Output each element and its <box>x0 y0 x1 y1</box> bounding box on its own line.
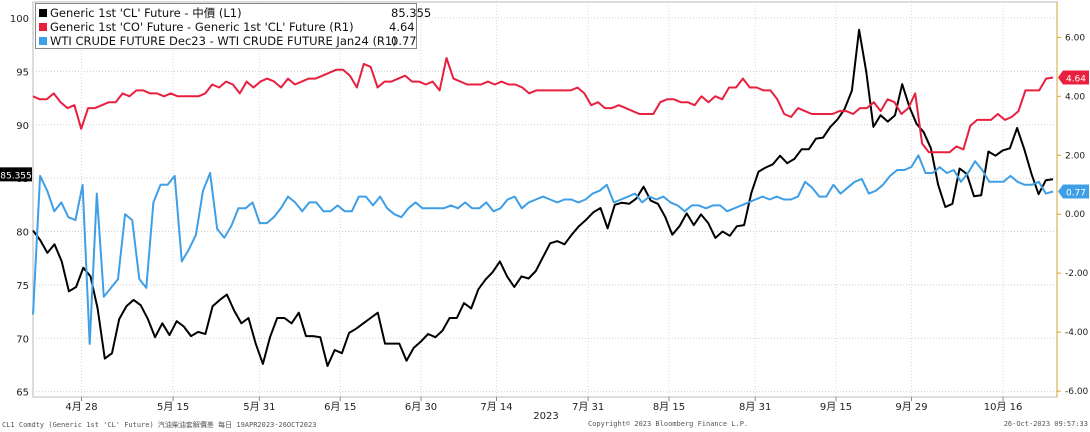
y-left-tick-label: 90 <box>16 121 29 132</box>
footer-source: CL1 Comdty (Generic 1st 'CL' Future) 汽油柴… <box>2 421 317 429</box>
x-tick-label: 10月 16 <box>984 401 1023 413</box>
y-right-tick-label: -2.00 <box>1065 269 1089 279</box>
x-tick-label: 9月 29 <box>895 401 927 413</box>
y-left-tick-label: 100 <box>10 14 29 25</box>
legend-label-blue: WTI CRUDE FUTURE Dec23 - WTI CRUDE FUTUR… <box>50 34 397 48</box>
y-right-tick-label: 0.00 <box>1065 210 1085 220</box>
x-tick-label: 5月 15 <box>157 401 189 413</box>
legend-item-red: Generic 1st 'CO' Future - Generic 1st 'C… <box>39 20 415 34</box>
y-right-tick-label: -4.00 <box>1065 328 1089 338</box>
legend-swatch-red <box>39 23 47 31</box>
last-value-label-blue: 0.77 <box>1066 189 1086 199</box>
last-value-label-black: 85.355 <box>0 171 32 181</box>
x-tick-label: 7月 31 <box>572 401 604 413</box>
legend: Generic 1st 'CL' Future - 中價 (L1) 85.355… <box>35 3 431 49</box>
x-tick-label: 9月 15 <box>820 401 852 413</box>
legend-value-black: 85.355 <box>391 6 432 20</box>
x-tick-label: 6月 15 <box>324 401 356 413</box>
legend-item-blue: WTI CRUDE FUTURE Dec23 - WTI CRUDE FUTUR… <box>39 34 417 48</box>
y-left-tick-label: 70 <box>16 334 29 345</box>
legend-value-red: 4.64 <box>389 20 415 34</box>
series-line-cl-price <box>32 28 1054 367</box>
legend-label-red: Generic 1st 'CO' Future - Generic 1st 'C… <box>50 20 354 34</box>
x-tick-label: 8月 15 <box>653 401 685 413</box>
y-right-tick-label: 6.00 <box>1065 33 1085 43</box>
y-left-tick-label: 75 <box>16 281 29 292</box>
legend-swatch-black <box>39 9 47 17</box>
x-tick-label: 5月 31 <box>243 401 275 413</box>
x-year-label: 2023 <box>533 411 558 420</box>
legend-value-blue: 0.77 <box>391 34 417 48</box>
last-value-tag-blue <box>1058 184 1089 199</box>
y-left-tick-label: 65 <box>16 388 29 399</box>
legend-swatch-blue <box>39 37 47 45</box>
last-value-tag-black <box>0 167 32 182</box>
footer: CL1 Comdty (Generic 1st 'CL' Future) 汽油柴… <box>0 420 1090 432</box>
footer-timestamp: 26-Oct-2023 09:57:33 <box>1003 420 1088 428</box>
plot-area <box>32 1 1058 398</box>
x-tick-label: 4月 28 <box>65 401 97 413</box>
y-right-tick-label: 2.00 <box>1065 151 1085 161</box>
last-value-label-red: 4.64 <box>1066 74 1086 84</box>
x-tick-label: 7月 14 <box>480 401 512 413</box>
x-tick-label: 8月 31 <box>739 401 771 413</box>
footer-copyright: Copyright© 2023 Bloomberg Finance L.P. <box>588 420 749 428</box>
y-right-tick-label: 4.00 <box>1065 92 1085 102</box>
series-line-co-cl-spread <box>32 57 1054 154</box>
last-value-tag-red <box>1058 70 1089 85</box>
x-tick-label: 6月 30 <box>405 401 437 413</box>
legend-label-black: Generic 1st 'CL' Future - 中價 (L1) <box>50 6 242 20</box>
y-right-tick-label: -6.00 <box>1065 387 1089 397</box>
legend-item-black: Generic 1st 'CL' Future - 中價 (L1) 85.355 <box>39 6 431 20</box>
y-left-tick-label: 95 <box>16 67 29 78</box>
y-left-tick-label: 80 <box>16 228 29 239</box>
series-line-dec-jan-spread <box>32 154 1054 345</box>
chart-svg: 65707580859095100-6.00-4.00-2.000.002.00… <box>0 1 1089 422</box>
